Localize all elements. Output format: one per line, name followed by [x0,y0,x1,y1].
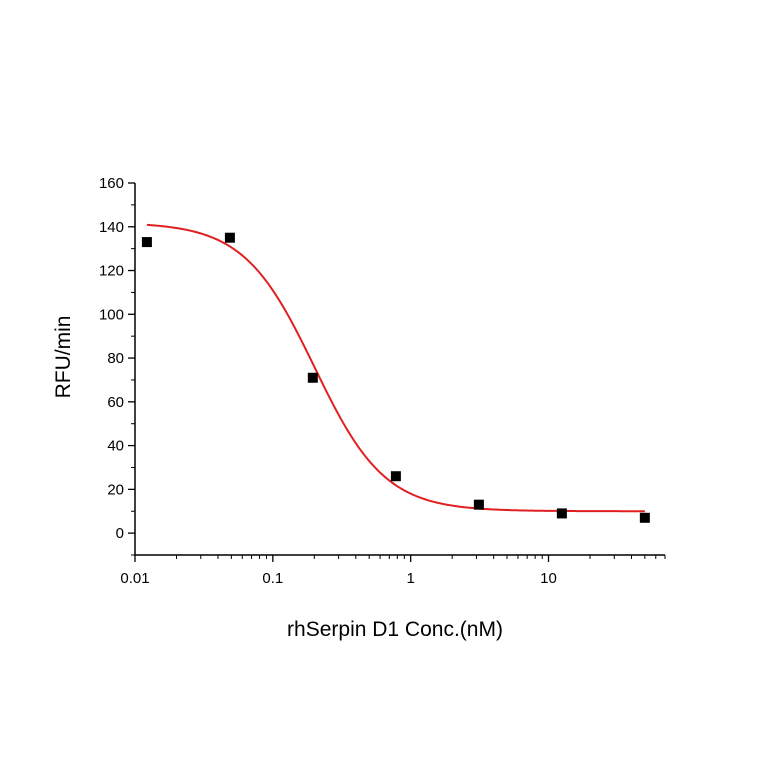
axes [128,182,666,562]
y-tick-label: 20 [107,481,124,498]
x-tick-label: 1 [407,570,415,587]
x-tick-label: 0.01 [120,570,149,587]
data-point [141,237,152,248]
y-tick-label: 0 [116,525,124,542]
y-tick-label: 160 [99,175,124,192]
y-axis-label: RFU/min [52,316,75,399]
data-point [639,512,650,523]
y-tick-label: 40 [107,438,124,455]
data-point [307,372,318,383]
data-points-layer [141,232,650,523]
x-tick-label: 0.1 [262,570,283,587]
y-tick-label: 100 [99,306,124,323]
data-point [390,471,401,482]
y-tick-label: 140 [99,219,124,236]
x-tick-label: 10 [540,570,557,587]
y-tick-label: 60 [107,394,124,411]
x-axis-label: rhSerpin D1 Conc.(nM) [287,618,503,641]
fit-curve [146,223,645,513]
y-tick-label: 80 [107,350,124,367]
fit-curve-layer [146,223,645,513]
data-point [556,508,567,519]
tick-labels: 0 20 40 60 80 100 120 140 160 0.01 0.1 1 10 [99,175,557,587]
data-point [473,499,484,510]
data-point [224,232,235,243]
y-tick-label: 120 [99,263,124,280]
